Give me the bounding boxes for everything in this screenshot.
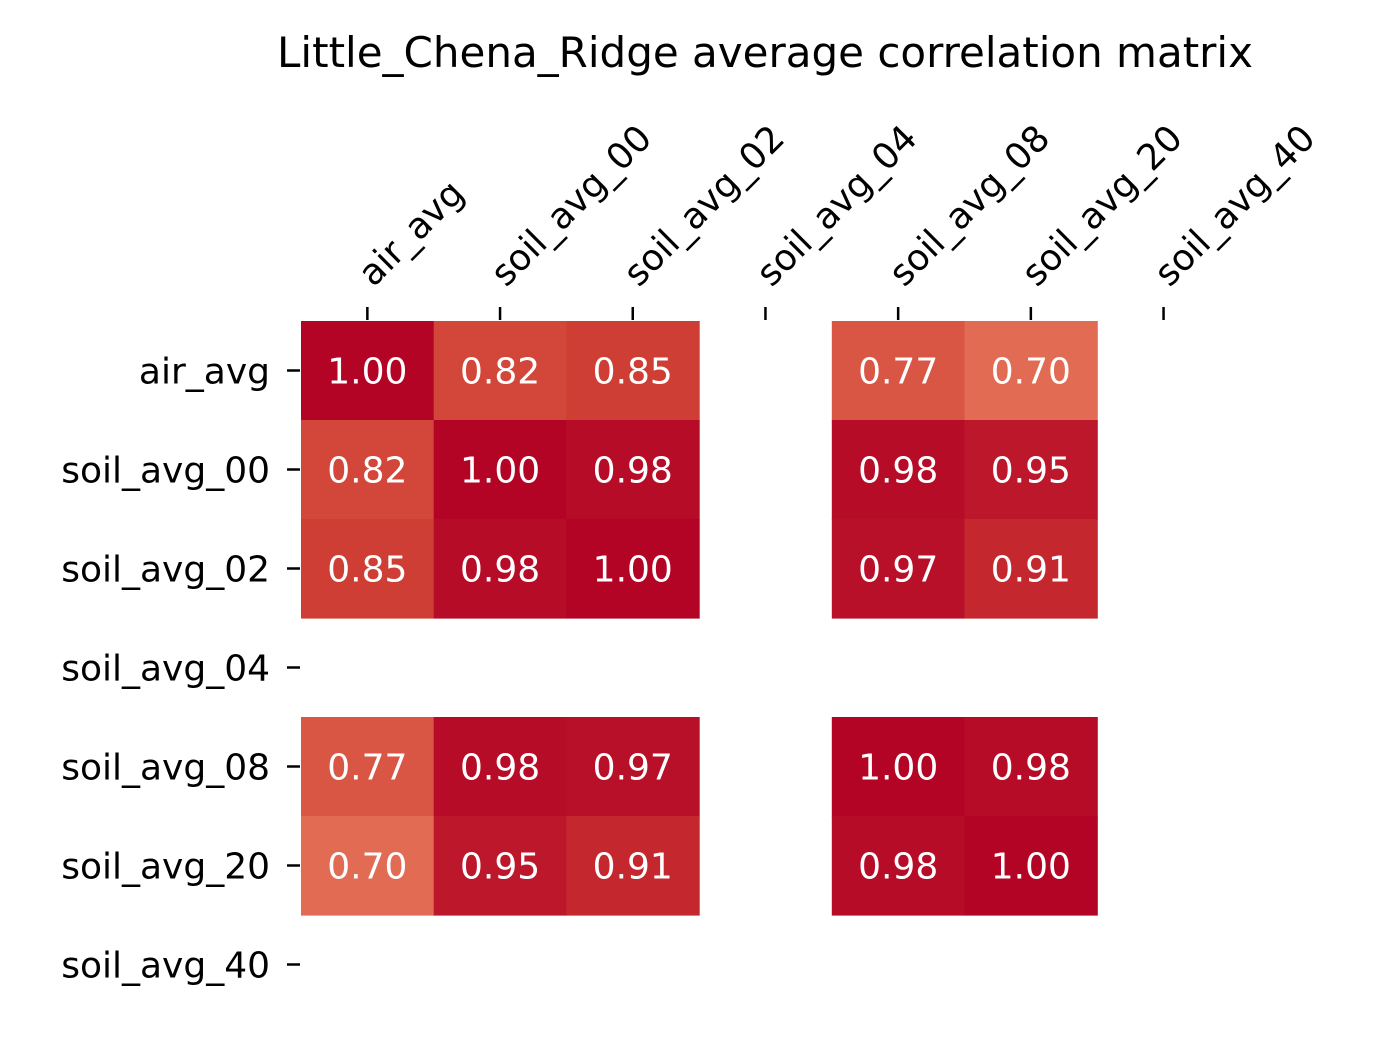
cell-value-label: 0.95 — [991, 451, 1071, 492]
cell-value-label: 1.00 — [858, 748, 938, 789]
heatmap-cell — [831, 519, 966, 619]
y-tick-label: soil_avg_00 — [61, 451, 270, 492]
cell-value-label: 0.98 — [858, 451, 938, 492]
cell-value-label: 0.70 — [327, 847, 407, 888]
heatmap-cell — [433, 816, 567, 916]
cell-value-label: 1.00 — [460, 451, 540, 492]
cell-value-label: 0.98 — [991, 748, 1071, 789]
cell-value-label: 0.91 — [991, 550, 1071, 591]
heatmap-cell — [566, 420, 700, 520]
heatmap-cell — [566, 519, 700, 619]
y-tick-label: soil_avg_02 — [61, 550, 270, 591]
y-axis-ticks: air_avg soil_avg_00 soil_avg_02 soil_avg_04… — [61, 352, 300, 987]
y-tick-label: air_avg — [139, 352, 270, 393]
x-axis-ticks: air_avg soil_avg_00soil_avg_02soil_avg_04… — [351, 118, 1324, 320]
heatmap-cell — [566, 816, 700, 916]
cell-value-label: 0.98 — [460, 550, 540, 591]
cell-value-label: 0.97 — [593, 748, 673, 789]
cell-value-label: 1.00 — [593, 550, 673, 591]
cell-value-label: 0.82 — [460, 352, 540, 393]
cell-value-label: 0.85 — [327, 550, 407, 591]
cell-value-label: 0.77 — [858, 352, 938, 393]
cell-value-label: 1.00 — [991, 847, 1071, 888]
cell-value-label: 0.70 — [991, 352, 1071, 393]
cell-value-label: 0.97 — [858, 550, 938, 591]
cell-value-label: 0.77 — [327, 748, 407, 789]
heatmap-cell — [301, 321, 435, 421]
heatmap-cell — [301, 420, 435, 520]
heatmap-cell — [301, 816, 435, 916]
heatmap-cell — [301, 717, 435, 817]
heatmap-cell — [831, 816, 966, 916]
heatmap-cell — [831, 420, 966, 520]
heatmap-cells: 1.00 0.82 0.85 0.77 0.70 0.82 1.00 0.98 0.98 0.95… — [301, 321, 1098, 916]
heatmap-cell — [964, 519, 1098, 619]
heatmap-cell — [964, 816, 1098, 916]
heatmap-cell — [566, 321, 700, 421]
cell-value-label: 0.98 — [593, 451, 673, 492]
cell-value-label: 0.85 — [593, 352, 673, 393]
heatmap-cell — [433, 420, 567, 520]
cell-value-label: 0.95 — [460, 847, 540, 888]
y-tick-label: soil_avg_04 — [61, 649, 270, 690]
cell-value-label: 0.98 — [858, 847, 938, 888]
cell-value-label: 0.91 — [593, 847, 673, 888]
cell-value-label: 0.98 — [460, 748, 540, 789]
heatmap-cell — [831, 717, 966, 817]
heatmap-cell — [433, 717, 567, 817]
cell-value-label: 0.82 — [327, 451, 407, 492]
heatmap-cell — [301, 519, 435, 619]
y-tick-label: soil_avg_40 — [61, 946, 270, 987]
heatmap-cell — [964, 321, 1098, 421]
heatmap-cell — [964, 717, 1098, 817]
heatmap-cell — [433, 321, 567, 421]
heatmap-cell — [433, 519, 567, 619]
x-tick-label: air_avg — [351, 173, 473, 295]
y-tick-label: soil_avg_20 — [61, 847, 270, 888]
chart-title: Little_Chena_Ridge average correlation m… — [277, 28, 1253, 77]
heatmap-cell — [566, 717, 700, 817]
heatmap-cell — [831, 321, 966, 421]
heatmap-cell — [964, 420, 1098, 520]
cell-value-label: 1.00 — [327, 352, 407, 393]
y-tick-label: soil_avg_08 — [61, 748, 270, 789]
